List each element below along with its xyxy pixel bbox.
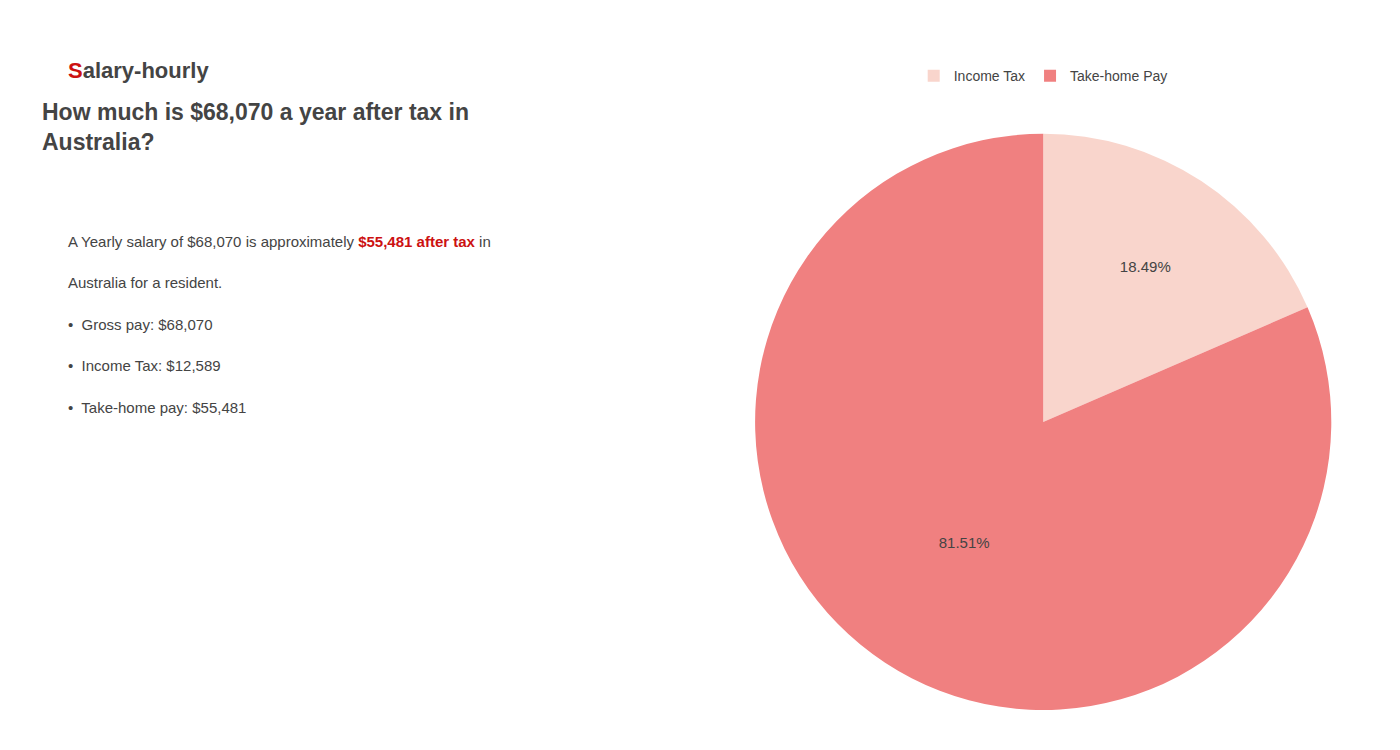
svg-text:Salary-hourly: Salary-hourly (68, 58, 209, 83)
svg-text:How much is $68,070 a year aft: How much is $68,070 a year after tax inA… (42, 99, 469, 155)
svg-text:81.51%: 81.51% (939, 534, 990, 551)
svg-text:18.49%: 18.49% (1120, 258, 1171, 275)
svg-text:Australia for a resident.: Australia for a resident. (68, 274, 222, 291)
svg-text:Income Tax: Income Tax (954, 68, 1025, 84)
svg-text:• Take-home pay: $55,481: • Take-home pay: $55,481 (68, 399, 246, 416)
svg-text:• Gross pay: $68,070: • Gross pay: $68,070 (68, 316, 213, 333)
svg-text:• Income Tax: $12,589: • Income Tax: $12,589 (68, 357, 221, 374)
svg-text:Take-home Pay: Take-home Pay (1070, 68, 1167, 84)
svg-text:A Yearly salary of $68,070 is: A Yearly salary of $68,070 is approximat… (68, 233, 491, 250)
